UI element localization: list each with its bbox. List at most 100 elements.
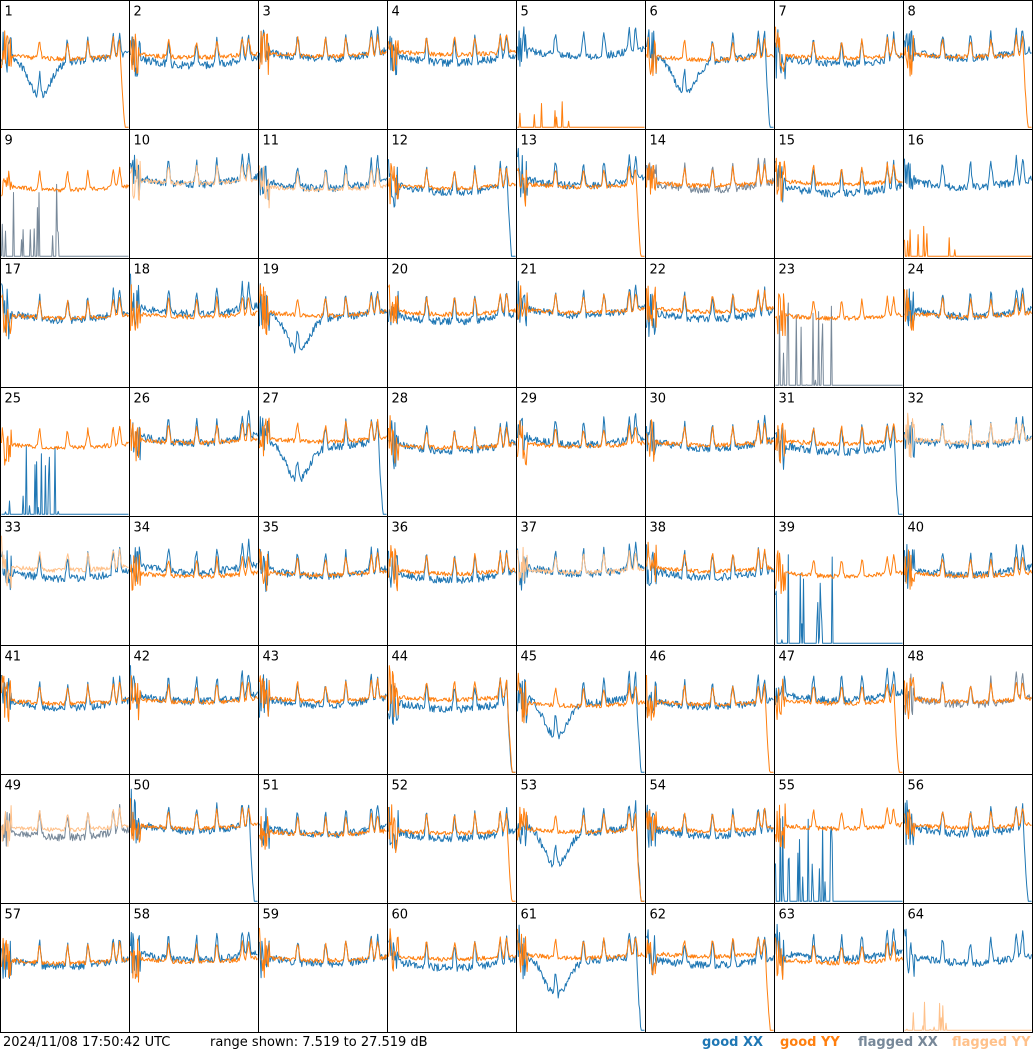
panel-border <box>774 258 904 388</box>
panel-number-label: 62 <box>650 908 667 923</box>
panel-number-label: 27 <box>263 392 280 407</box>
panel-border <box>258 129 388 259</box>
panel-number-label: 36 <box>392 521 409 536</box>
panel-number-label: 2 <box>134 5 142 20</box>
spectrum-panel: 38 <box>645 516 775 646</box>
series-yy-line <box>775 293 903 337</box>
series-yy-line <box>130 419 258 462</box>
series-yy-line <box>646 541 774 583</box>
series-xx-line <box>517 924 645 1031</box>
series-yy-line <box>388 665 516 773</box>
panel-border <box>516 516 646 646</box>
range-text: range shown: 7.519 to 27.519 dB <box>210 1035 428 1050</box>
panel-number-label: 25 <box>5 392 22 407</box>
spectrum-panel: 42 <box>129 645 259 775</box>
series-xx-line <box>775 423 903 515</box>
spectrum-panel: 13 <box>516 129 646 259</box>
series-xx-line <box>646 286 774 337</box>
panel-number-label: 11 <box>263 134 280 149</box>
series-xx-line <box>259 26 387 63</box>
spectrum-panel: 8 <box>903 0 1033 130</box>
panel-number-label: 3 <box>263 5 271 20</box>
spectrum-panel: 60 <box>387 903 517 1033</box>
panel-border <box>645 774 775 904</box>
spectrum-panel: 39 <box>774 516 904 646</box>
series-yy-line <box>130 798 258 843</box>
panel-border <box>129 0 259 130</box>
spectrum-panel: 50 <box>129 774 259 904</box>
series-yy-line <box>904 1001 1032 1031</box>
panel-number-label: 17 <box>5 263 22 278</box>
series-xx-line <box>904 27 1032 63</box>
panel-number-label: 15 <box>779 134 796 149</box>
spectrum-panel: 34 <box>129 516 259 646</box>
series-yy-line <box>259 417 387 457</box>
panel-border <box>0 774 130 904</box>
series-yy-line <box>904 807 1032 840</box>
panel-number-label: 14 <box>650 134 667 149</box>
series-yy-line <box>517 546 645 582</box>
series-xx-line <box>130 410 258 461</box>
spectrum-panel: 26 <box>129 387 259 517</box>
panel-number-label: 56 <box>908 779 925 794</box>
spectrum-panel: 30 <box>645 387 775 517</box>
panel-border <box>129 387 259 517</box>
panel-number-label: 18 <box>134 263 151 278</box>
panel-border <box>516 387 646 517</box>
spectrum-panel: 17 <box>0 258 130 388</box>
spectrum-panel: 45 <box>516 645 646 775</box>
panel-number-label: 63 <box>779 908 796 923</box>
series-xx-line <box>646 29 774 128</box>
series-yy-line <box>259 927 387 978</box>
series-xx-line <box>775 302 903 386</box>
panel-border <box>645 258 775 388</box>
series-yy-line <box>1 30 129 128</box>
panel-border <box>129 129 259 259</box>
spectrum-panel: 29 <box>516 387 646 517</box>
panel-border <box>129 258 259 388</box>
series-xx-line <box>646 544 774 586</box>
series-xx-line <box>259 546 387 592</box>
spectrum-panel: 27 <box>258 387 388 517</box>
panel-number-label: 28 <box>392 392 409 407</box>
panel-number-label: 23 <box>779 263 796 278</box>
panel-number-label: 29 <box>521 392 538 407</box>
series-xx-line <box>1 183 129 257</box>
panel-number-label: 44 <box>392 650 409 665</box>
series-xx-line <box>259 416 387 515</box>
series-xx-line <box>388 806 516 851</box>
spectrum-panel: 20 <box>387 258 517 388</box>
panel-number-label: 45 <box>521 650 538 665</box>
series-yy-line <box>388 34 516 72</box>
panel-border <box>903 516 1033 646</box>
series-xx-line <box>130 273 258 330</box>
series-xx-line <box>517 800 645 902</box>
panel-number-label: 20 <box>392 263 409 278</box>
panel-border <box>645 903 775 1033</box>
series-yy-line <box>1 294 129 337</box>
series-yy-line <box>259 675 387 717</box>
panel-border <box>258 0 388 130</box>
panel-border <box>903 903 1033 1033</box>
series-yy-line <box>1 805 129 847</box>
panel-number-label: 5 <box>521 5 529 20</box>
panel-border <box>129 516 259 646</box>
spectrum-panel: 31 <box>774 387 904 517</box>
panel-border <box>516 903 646 1033</box>
series-xx-line <box>904 154 1032 192</box>
panel-border <box>0 903 130 1033</box>
spectrum-panel: 52 <box>387 774 517 904</box>
panel-number-label: 19 <box>263 263 280 278</box>
panel-number-label: 53 <box>521 779 538 794</box>
timestamp: 2024/11/08 17:50:42 UTC <box>3 1035 171 1050</box>
spectrum-panel: 23 <box>774 258 904 388</box>
panel-number-label: 48 <box>908 650 925 665</box>
series-xx-line <box>130 931 258 978</box>
panel-border <box>645 129 775 259</box>
series-xx-line <box>259 154 387 201</box>
spectrum-panel: 62 <box>645 903 775 1033</box>
panel-number-label: 64 <box>908 908 925 923</box>
series-yy-line <box>1 425 129 466</box>
panel-border <box>903 258 1033 388</box>
